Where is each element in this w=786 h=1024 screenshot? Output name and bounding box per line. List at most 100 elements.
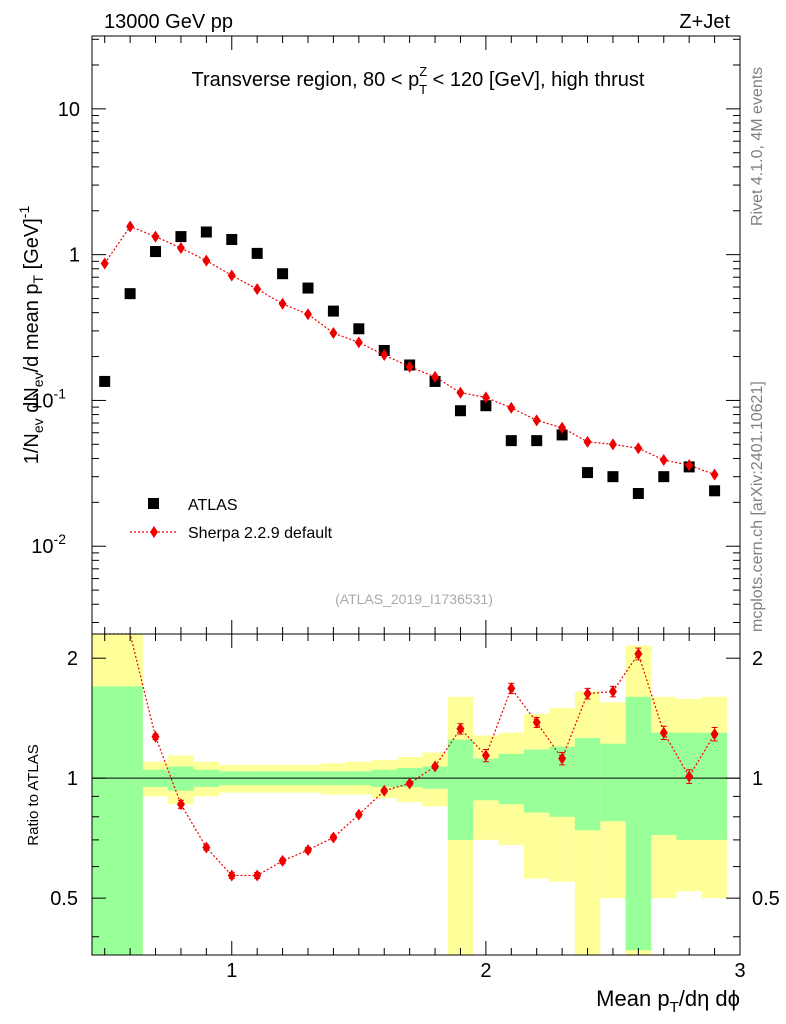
stat-band bbox=[600, 743, 626, 822]
ratio-point bbox=[405, 777, 414, 790]
ratio-y-tick-label-left: 2 bbox=[67, 648, 78, 670]
ratio-point bbox=[507, 682, 516, 695]
y-tick-label: 1 bbox=[69, 245, 80, 267]
main-frame bbox=[91, 35, 741, 635]
stat-band bbox=[676, 732, 702, 840]
ratio-y-tick-label-left: 1 bbox=[67, 768, 78, 790]
sherpa-point bbox=[227, 269, 236, 282]
ratio-point bbox=[685, 770, 694, 783]
sherpa-point bbox=[558, 421, 567, 434]
atlas-point bbox=[531, 435, 543, 447]
ratio-point bbox=[227, 869, 236, 882]
header-energy: 13000 GeV pp bbox=[104, 11, 233, 33]
atlas-point bbox=[658, 471, 670, 483]
ratio-marks bbox=[104, 633, 719, 882]
ratio-point bbox=[380, 784, 389, 797]
ratio-point bbox=[659, 726, 668, 739]
ratio-point bbox=[176, 798, 185, 811]
atlas-point bbox=[480, 400, 492, 412]
ratio-point bbox=[583, 687, 592, 700]
y-tick-label: 10-2 bbox=[31, 531, 66, 558]
sherpa-point bbox=[176, 242, 185, 255]
stat-band bbox=[92, 686, 118, 955]
atlas-point bbox=[226, 234, 238, 246]
main-axes: 10-2 10-1 1 10 bbox=[31, 36, 741, 634]
ratio-y-tick-label-left: 0.5 bbox=[50, 888, 78, 910]
sherpa-point bbox=[202, 254, 211, 267]
ratio-point bbox=[253, 869, 262, 882]
x-tick-label: 2 bbox=[480, 960, 491, 982]
ratio-point bbox=[634, 647, 643, 660]
ratio-point bbox=[456, 722, 465, 735]
atlas-point bbox=[277, 268, 289, 280]
ratio-point bbox=[354, 808, 363, 821]
legend-atlas-label: ATLAS bbox=[188, 497, 238, 514]
sherpa-point bbox=[532, 414, 541, 427]
atlas-point bbox=[582, 467, 594, 479]
ratio-point bbox=[558, 752, 567, 765]
sherpa-point bbox=[431, 370, 440, 383]
atlas-point bbox=[124, 288, 136, 300]
sherpa-point bbox=[278, 297, 287, 310]
atlas-point bbox=[709, 485, 721, 497]
stat-band bbox=[651, 732, 677, 836]
sherpa-point bbox=[100, 257, 109, 270]
legend-sherpa-marker bbox=[150, 526, 158, 538]
atlas-point bbox=[150, 246, 162, 258]
sherpa-point bbox=[380, 348, 389, 361]
sherpa-point bbox=[126, 220, 135, 233]
stat-band bbox=[117, 686, 143, 955]
ratio-bands bbox=[92, 634, 728, 955]
sherpa-point bbox=[481, 391, 490, 404]
sherpa-point bbox=[329, 327, 338, 340]
atlas-point bbox=[99, 375, 111, 387]
main-panel: 10-2 10-1 1 10 Transverse region, 80 < pZ T … bbox=[16, 35, 741, 635]
legend-sherpa-label: Sherpa 2.2.9 default bbox=[188, 525, 333, 542]
atlas-point bbox=[175, 231, 187, 243]
atlas-point bbox=[251, 247, 263, 259]
stat-band bbox=[447, 739, 474, 840]
atlas-point bbox=[353, 323, 365, 335]
x-tick-label: 3 bbox=[734, 960, 745, 982]
sherpa-point bbox=[608, 438, 617, 451]
ratio-y-tick-label-right: 2 bbox=[752, 648, 763, 670]
legend-atlas-marker bbox=[148, 498, 159, 509]
chart-title: Transverse region, 80 < pZ T < 120 [GeV],… bbox=[192, 64, 645, 97]
sherpa-point bbox=[583, 435, 592, 448]
stat-band bbox=[524, 749, 550, 813]
analysis-label: (ATLAS_2019_I1736531) bbox=[335, 591, 493, 607]
ratio-point bbox=[481, 749, 490, 762]
ratio-point bbox=[532, 716, 541, 729]
atlas-point bbox=[505, 435, 517, 447]
stat-band bbox=[701, 732, 728, 840]
stat-band bbox=[574, 738, 601, 831]
sherpa-point bbox=[710, 468, 719, 481]
sherpa-line bbox=[104, 225, 715, 476]
ratio-y-tick-label-right: 0.5 bbox=[752, 888, 780, 910]
y-tick-label: 10 bbox=[58, 99, 80, 121]
ratio-frame bbox=[91, 633, 741, 956]
ratio-point bbox=[329, 831, 338, 844]
ratio-point bbox=[151, 730, 160, 743]
ratio-axes: 1 2 3 0.5 0.5 1 1 2 2 bbox=[50, 634, 780, 982]
stat-band bbox=[498, 753, 524, 805]
ratio-y-tick-label-right: 1 bbox=[752, 768, 763, 790]
sherpa-point bbox=[253, 283, 262, 296]
atlas-point bbox=[200, 226, 212, 238]
sherpa-point bbox=[405, 360, 414, 373]
atlas-point bbox=[327, 305, 339, 317]
ratio-point bbox=[431, 760, 440, 773]
y-axis-label: 1/Nev dNev/d mean pT [GeV]-1 bbox=[16, 206, 46, 465]
ratio-panel: 1 2 3 0.5 0.5 1 1 2 2 Ratio to ATLAS Mean pT/dη … bbox=[25, 633, 780, 1016]
mcplots-label: mcplots.cern.ch [arXiv:2401.10621] bbox=[749, 381, 766, 632]
y-tick-label: 10-1 bbox=[31, 385, 66, 412]
rivet-version-label: Rivet 4.1.0, 4M events bbox=[749, 67, 766, 226]
ratio-point bbox=[608, 685, 617, 698]
x-tick-label: 1 bbox=[226, 960, 237, 982]
sherpa-point bbox=[507, 401, 516, 414]
ratio-point bbox=[710, 728, 719, 741]
atlas-point bbox=[556, 429, 568, 441]
sherpa-point bbox=[456, 386, 465, 399]
legend: ATLAS Sherpa 2.2.9 default bbox=[130, 497, 333, 542]
